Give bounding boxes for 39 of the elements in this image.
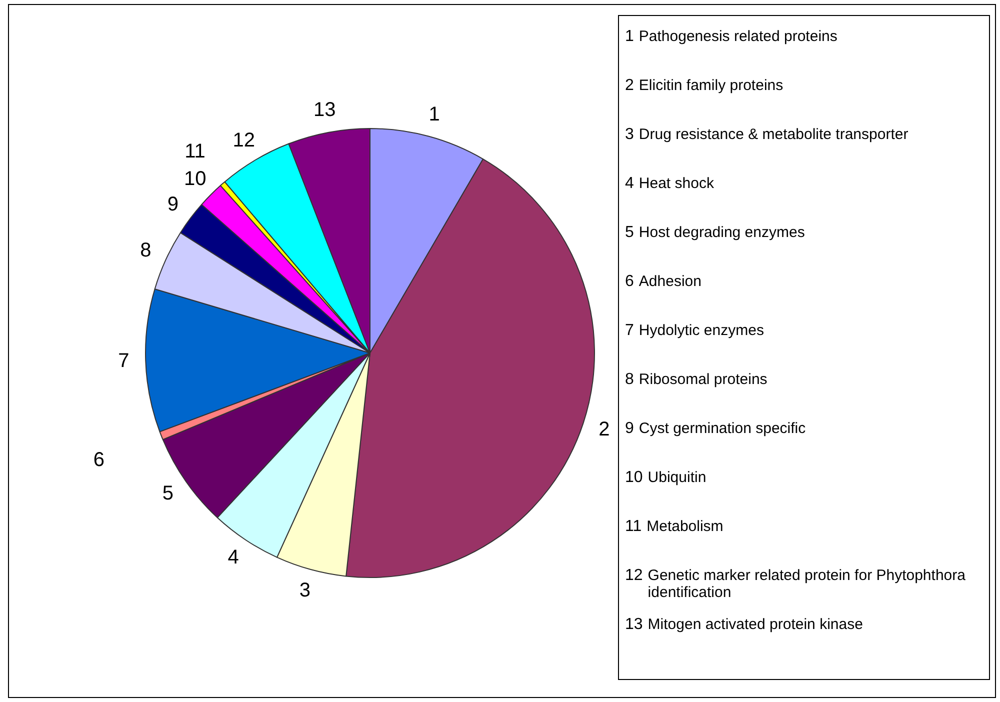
slice-label: 5 [162,482,174,505]
category-label: 12 [625,567,643,584]
text: Metabolism [646,517,724,537]
text: Host degrading enzymes [638,223,805,243]
slice-label: 10 [184,168,206,190]
slice-label: 4 [228,546,239,569]
slice-label: 11 [184,140,206,163]
text: Mitogen activated protein kinase [648,615,863,635]
category-label: 10 [625,469,643,486]
slice-label: 13 [313,99,336,122]
category-label: 6 [625,273,634,290]
slice-label: 7 [118,350,130,372]
slice-label: 6 [93,448,105,471]
category-label: 1 [625,28,634,45]
text: Pathogenesis related proteins [638,27,838,47]
slice-label: 1 [428,104,440,126]
text: Drug resistance & metabolite transporter [638,125,908,145]
slice-label: 3 [299,579,311,602]
text: Heat shock [638,174,714,194]
category-label: 11 [625,518,642,535]
slice-label: 2 [598,418,610,440]
text: Cyst germination specific [638,419,806,439]
text: Genetic marker related protein for Phytophthora identification [648,566,966,603]
text: Elicitin family proteins [638,76,784,96]
slice-label: 12 [232,130,255,152]
category-label: 8 [625,371,634,388]
category-label: 4 [625,175,634,192]
text: Hydolytic enzymes [638,321,764,341]
slice-label: 9 [167,194,178,216]
category-label: 13 [625,616,643,633]
slice-label: 2 [625,76,634,96]
category-label: 5 [625,224,634,241]
category-label: 3 [625,126,634,143]
category-label: 7 [625,322,634,339]
text: Ubiquitin [648,468,706,488]
text: Adhesion [638,272,702,292]
text: Ribosomal proteins [638,370,768,390]
slice-label: 8 [140,239,152,262]
category-label: 9 [625,420,634,437]
